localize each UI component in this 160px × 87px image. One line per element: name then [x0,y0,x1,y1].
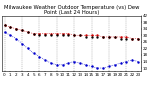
Title: Milwaukee Weather Outdoor Temperature (vs) Dew Point (Last 24 Hours): Milwaukee Weather Outdoor Temperature (v… [4,5,139,15]
